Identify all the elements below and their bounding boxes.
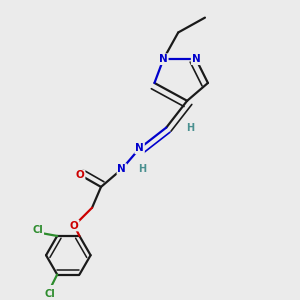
Text: N: N: [135, 143, 144, 153]
Text: N: N: [117, 164, 126, 174]
Text: O: O: [70, 220, 79, 230]
Text: N: N: [159, 54, 168, 64]
Text: Cl: Cl: [44, 289, 55, 299]
Text: Cl: Cl: [32, 225, 43, 235]
Text: H: H: [139, 164, 147, 174]
Text: H: H: [186, 122, 194, 133]
Text: O: O: [76, 170, 85, 180]
Text: N: N: [192, 54, 200, 64]
